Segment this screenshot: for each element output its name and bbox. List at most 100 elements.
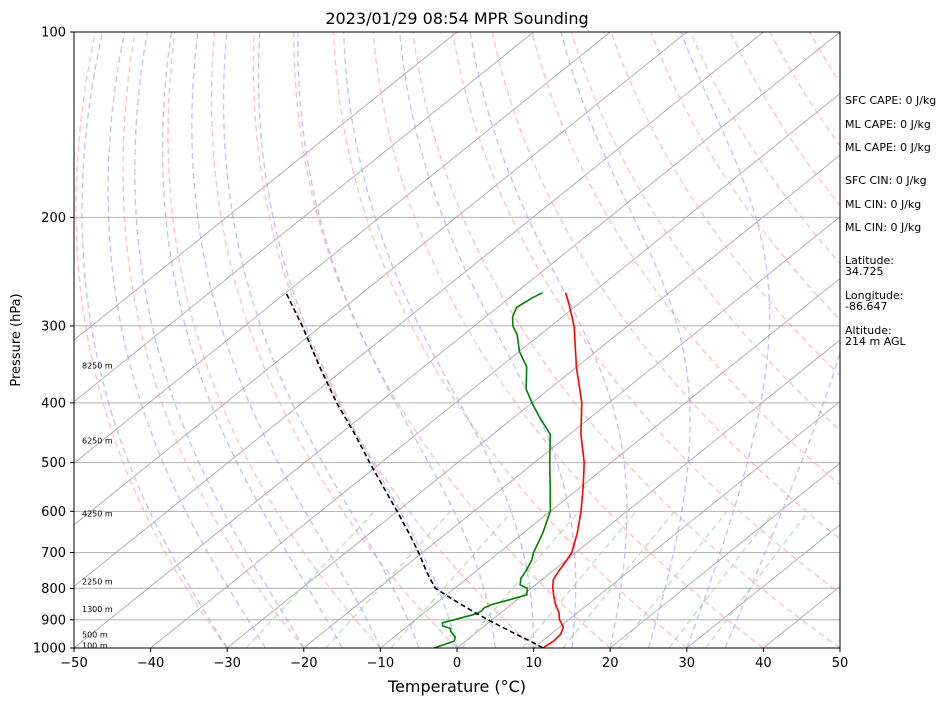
dry-adiabat-line [293,32,611,648]
x-tick-label: 40 [755,656,772,671]
height-annotation: 100 m [82,641,108,650]
side-panel-value: 34.725 [845,265,884,278]
isotherm-line [150,93,840,648]
plot-grid [74,32,840,648]
dry-adiabat-line [210,32,458,648]
dry-adiabat-line [372,32,764,648]
y-tick-label: 400 [41,396,66,411]
dry-adiabat-line [650,32,840,321]
y-tick-label: 900 [41,613,66,628]
isotherm-line [686,524,840,648]
dry-adiabat-line [412,32,840,648]
x-axis-ticks: −50 −40 −30 −20 −10 0 10 20 30 40 50 [60,648,848,671]
side-panel-label: ML CAPE: 0 J/kg [845,118,931,131]
dry-adiabat-line [610,32,840,377]
mixing-ratio-line [618,510,728,648]
mixing-ratio-line [245,510,376,648]
parcel-path [285,292,544,648]
y-axis-ticks: 100 200 300 400 500 600 700 800 900 1000 [33,26,74,657]
height-annotation: 500 m [82,630,108,639]
height-annotation: 6250 m [82,436,113,445]
side-panel-label: Longitude: [845,289,903,302]
x-tick-label: 20 [602,656,619,671]
x-tick-label: −30 [213,656,240,671]
isotherm-line [74,32,688,526]
y-tick-label: 500 [41,456,66,471]
isotherm-line [74,32,840,648]
dewpoint-profile [433,291,552,648]
x-tick-label: 50 [832,656,849,671]
side-panel-label: ML CAPE: 0 J/kg [845,141,931,154]
x-tick-label: 10 [525,656,542,671]
moist-adiabat-line [81,32,228,648]
dry-adiabat-line [75,32,228,648]
isotherm-line [74,32,458,341]
y-tick-label: 600 [41,505,66,520]
height-annotation: 2250 m [82,578,113,587]
isotherm-line [74,32,764,587]
height-annotation: 8250 m [82,362,113,371]
mixing-ratio-line [390,510,513,648]
isotherm-line [609,462,840,648]
side-panel-label: SFC CAPE: 0 J/kg [845,94,936,107]
isotherm-line [303,216,840,648]
isotherm-line [226,154,840,648]
height-annotation: 1300 m [82,605,113,614]
dry-adiabat-line [451,32,840,595]
x-axis-label: Temperature (°C) [387,677,526,696]
moist-adiabat-line [161,32,343,648]
x-tick-label: −10 [367,656,394,671]
y-axis-label: Pressure (hPa) [9,293,24,386]
x-tick-label: −40 [137,656,164,671]
side-panel-label: ML CIN: 0 J/kg [845,198,921,211]
isotherm-line [456,339,840,648]
side-panel-label: ML CIN: 0 J/kg [845,221,921,234]
height-annotation: 4250 m [82,510,113,519]
isotherm-line [74,32,534,403]
x-tick-label: 0 [453,656,461,671]
sounding-indices-panel: SFC CAPE: 0 J/kg ML CAPE: 0 J/kg ML CAPE: … [845,94,936,348]
x-tick-label: −50 [60,656,87,671]
mixing-ratio-line [461,510,580,648]
chart-title: 2023/01/29 08:54 MPR Sounding [325,9,588,28]
side-panel-value: -86.647 [845,300,887,313]
dry-adiabat-line [167,32,381,648]
moist-adiabat-line [107,32,267,648]
sounding-profiles [285,291,586,648]
y-tick-label: 800 [41,582,66,597]
dry-adiabat-line [332,32,688,648]
mixing-ratio-line [668,510,775,648]
dry-adiabat-line [570,32,840,432]
moist-adiabat-line [560,32,691,648]
moist-adiabat-line [680,32,771,648]
y-tick-label: 200 [41,211,66,226]
moist-adiabat-line [469,32,628,648]
side-panel-label: Altitude: [845,324,892,337]
y-tick-label: 700 [41,546,66,561]
y-tick-label: 1000 [33,642,66,657]
mixing-ratio-line [521,510,637,648]
mixing-ratio-line [562,510,676,648]
x-tick-label: −20 [290,656,317,671]
moist-adiabat-line [134,32,305,648]
height-annotations: 100 m 500 m 1300 m 2250 m 4250 m 6250 m 8250 m [82,362,113,651]
side-panel-value: 214 m AGL [845,335,907,348]
mixing-ratio-line [705,510,810,648]
dry-adiabat-line [252,32,535,648]
dry-adiabat-line [122,32,305,648]
moist-adiabat-line [343,32,535,648]
moist-adiabat-line [724,32,840,648]
moist-adiabat-line [297,32,496,648]
moist-adiabat-line [191,32,382,648]
y-tick-label: 300 [41,319,66,334]
side-panel-label: SFC CIN: 0 J/kg [845,174,927,187]
moist-adiabat-line [257,32,458,648]
y-tick-label: 100 [41,26,66,41]
moist-adiabat-line [399,32,577,648]
isotherm-line [74,32,611,464]
temperature-profile [542,292,586,648]
reference-lines [74,32,946,648]
x-tick-label: 30 [679,656,696,671]
dry-adiabat-line [929,32,946,648]
